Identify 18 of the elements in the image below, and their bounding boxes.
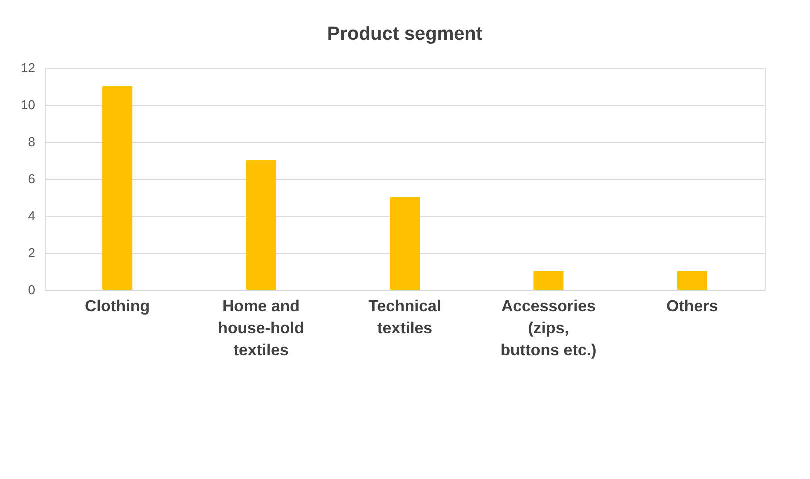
- chart-title: Product segment: [327, 24, 484, 45]
- y-tick-label: 6: [28, 172, 36, 186]
- x-tick-label: Home and house-hold textiles: [218, 298, 304, 360]
- y-tick-label: 12: [21, 60, 36, 76]
- x-tick-label: Technical textiles: [368, 298, 442, 338]
- bar: [390, 198, 420, 290]
- x-tick-label: Others: [666, 298, 718, 316]
- bar: [102, 86, 133, 290]
- y-tick-label: 0: [28, 282, 36, 298]
- y-tick-label: 4: [28, 208, 36, 224]
- y-tick-label: 8: [28, 134, 36, 150]
- bar: [677, 272, 708, 290]
- bar: [246, 160, 276, 290]
- bar: [534, 272, 564, 290]
- x-tick-label: Clothing: [85, 298, 150, 316]
- x-tick-label: Accessories (zips, buttons etc.): [500, 298, 597, 360]
- y-tick-label: 2: [28, 246, 36, 260]
- y-tick-label: 10: [21, 98, 36, 112]
